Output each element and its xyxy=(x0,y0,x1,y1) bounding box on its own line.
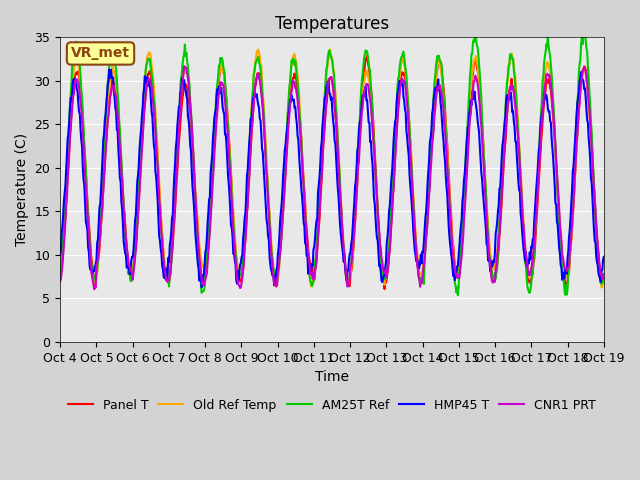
CNR1 PRT xyxy=(178,84,186,89)
CNR1 PRT xyxy=(66,135,74,141)
Panel T xyxy=(66,133,74,139)
Panel T xyxy=(600,275,607,280)
Panel T xyxy=(206,220,214,226)
HMP45 T xyxy=(415,264,423,270)
Panel T xyxy=(381,286,388,292)
HMP45 T xyxy=(56,252,64,258)
HMP45 T xyxy=(207,161,215,167)
Text: VR_met: VR_met xyxy=(71,47,130,60)
HMP45 T xyxy=(600,254,607,260)
Panel T xyxy=(122,234,130,240)
Panel T xyxy=(177,110,185,116)
Legend: Panel T, Old Ref Temp, AM25T Ref, HMP45 T, CNR1 PRT: Panel T, Old Ref Temp, AM25T Ref, HMP45 … xyxy=(63,394,601,417)
CNR1 PRT xyxy=(123,244,131,250)
HMP45 T xyxy=(178,75,186,81)
Line: HMP45 T: HMP45 T xyxy=(60,70,604,288)
CNR1 PRT xyxy=(90,287,98,292)
AM25T Ref xyxy=(56,270,64,276)
X-axis label: Time: Time xyxy=(315,370,349,384)
Old Ref Temp xyxy=(66,121,74,127)
CNR1 PRT xyxy=(600,271,607,277)
Line: Old Ref Temp: Old Ref Temp xyxy=(60,49,604,288)
CNR1 PRT xyxy=(207,202,215,208)
HMP45 T xyxy=(198,285,205,290)
Panel T xyxy=(364,53,371,59)
Panel T xyxy=(415,276,423,281)
Title: Temperatures: Temperatures xyxy=(275,15,389,33)
Old Ref Temp xyxy=(56,279,64,285)
Old Ref Temp xyxy=(122,236,130,241)
HMP45 T xyxy=(66,105,74,111)
AM25T Ref xyxy=(414,264,422,270)
AM25T Ref xyxy=(122,242,130,248)
Old Ref Temp xyxy=(326,47,334,52)
Old Ref Temp xyxy=(399,56,406,62)
AM25T Ref xyxy=(66,104,74,109)
Old Ref Temp xyxy=(600,278,607,284)
Line: CNR1 PRT: CNR1 PRT xyxy=(60,66,604,289)
AM25T Ref xyxy=(454,292,461,298)
Y-axis label: Temperature (C): Temperature (C) xyxy=(15,133,29,246)
CNR1 PRT xyxy=(399,79,407,85)
Old Ref Temp xyxy=(177,90,185,96)
AM25T Ref xyxy=(177,75,185,81)
Panel T xyxy=(56,271,64,276)
AM25T Ref xyxy=(600,275,607,280)
CNR1 PRT xyxy=(415,275,423,281)
Old Ref Temp xyxy=(415,264,422,270)
HMP45 T xyxy=(106,67,113,72)
Old Ref Temp xyxy=(206,210,214,216)
HMP45 T xyxy=(123,265,131,271)
Old Ref Temp xyxy=(598,285,605,290)
AM25T Ref xyxy=(580,28,588,34)
HMP45 T xyxy=(399,94,407,99)
Line: Panel T: Panel T xyxy=(60,56,604,289)
AM25T Ref xyxy=(206,209,214,215)
CNR1 PRT xyxy=(56,278,64,284)
AM25T Ref xyxy=(398,54,406,60)
Panel T xyxy=(399,72,407,78)
CNR1 PRT xyxy=(180,63,188,69)
Line: AM25T Ref: AM25T Ref xyxy=(60,31,604,295)
